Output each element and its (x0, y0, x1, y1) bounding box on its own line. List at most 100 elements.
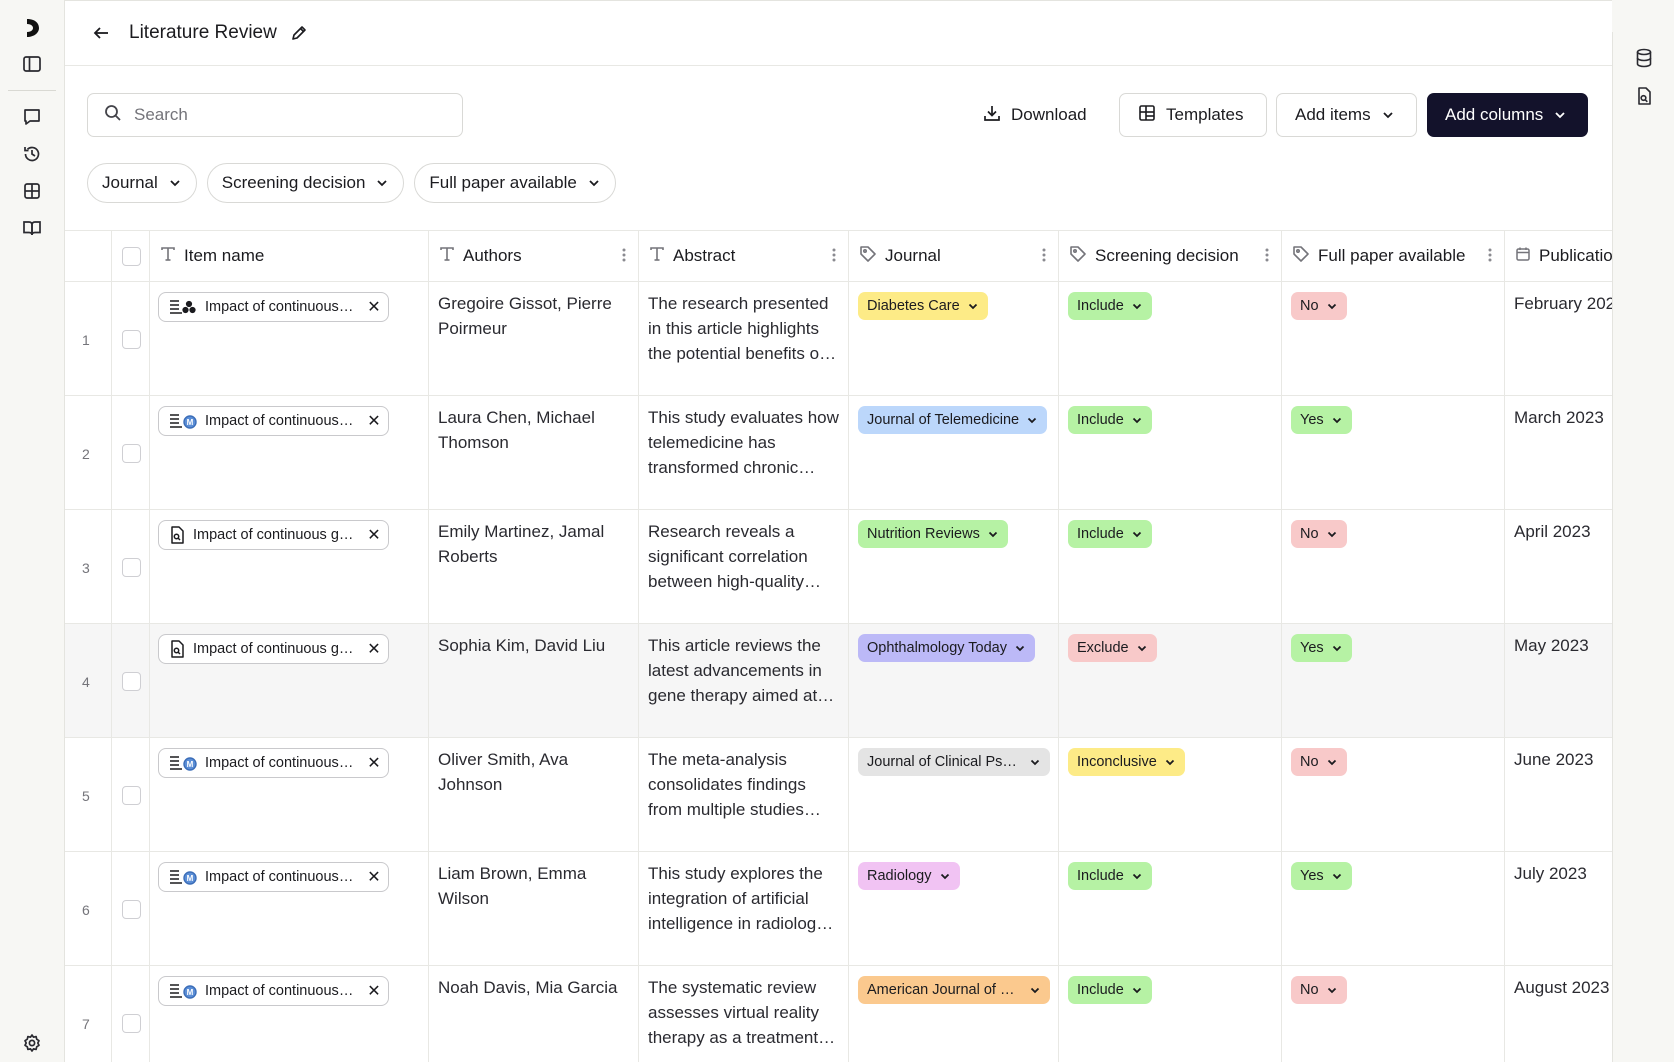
column-menu-icon[interactable] (1265, 247, 1269, 268)
remove-item-icon[interactable]: ✕ (367, 527, 381, 544)
row-checkbox[interactable] (122, 330, 141, 349)
back-arrow-icon[interactable] (89, 21, 113, 45)
screening-tag[interactable]: Include (1068, 862, 1152, 890)
full-paper-tag[interactable]: No (1291, 748, 1347, 776)
authors-cell[interactable]: Laura Chen, Michael Thomson (429, 396, 639, 509)
table-row[interactable]: 6 M Impact of continuous glucose monitorin… (65, 852, 1612, 966)
row-checkbox[interactable] (122, 558, 141, 577)
edit-pencil-icon[interactable] (287, 21, 311, 45)
journal-tag[interactable]: Journal of Telemedicine (858, 406, 1048, 434)
file-search-icon[interactable] (1632, 84, 1656, 108)
screening-tag[interactable]: Exclude (1068, 634, 1157, 662)
history-icon[interactable] (20, 142, 44, 166)
journal-tag[interactable]: Ophthalmology Today (858, 634, 1035, 662)
row-checkbox[interactable] (122, 900, 141, 919)
journal-tag[interactable]: Journal of Clinical Psychology (858, 748, 1050, 776)
item-pill[interactable]: M Impact of continuous glucose monitoring… (158, 976, 389, 1006)
abstract-cell[interactable]: The research presented in this article h… (639, 282, 849, 395)
table-row[interactable]: 1 Impact of continuous glucose monitoring… (65, 282, 1612, 396)
database-icon[interactable] (1632, 46, 1656, 70)
library-book-icon[interactable] (20, 216, 44, 240)
authors-cell[interactable]: Emily Martinez, Jamal Roberts (429, 510, 639, 623)
authors-cell[interactable]: Oliver Smith, Ava Johnson (429, 738, 639, 851)
column-menu-icon[interactable] (832, 247, 836, 268)
authors-cell[interactable]: Noah Davis, Mia Garcia (429, 966, 639, 1062)
remove-item-icon[interactable]: ✕ (367, 983, 381, 1000)
column-header-screening-decision[interactable]: Screening decision (1059, 231, 1282, 281)
item-pill[interactable]: M Impact of continuous glucose monitoring… (158, 748, 389, 778)
publication-date-cell[interactable]: August 2023 (1505, 966, 1612, 1062)
remove-item-icon[interactable]: ✕ (367, 299, 381, 316)
screening-tag[interactable]: Include (1068, 976, 1152, 1004)
publication-date-cell[interactable]: June 2023 (1505, 738, 1612, 851)
full-paper-tag[interactable]: No (1291, 976, 1347, 1004)
authors-cell[interactable]: Sophia Kim, David Liu (429, 624, 639, 737)
search-input[interactable] (134, 105, 434, 125)
table-row[interactable]: 4 Impact of continuous glucose monitoring… (65, 624, 1612, 738)
remove-item-icon[interactable]: ✕ (367, 755, 381, 772)
journal-tag[interactable]: Radiology (858, 862, 960, 890)
table-row[interactable]: 5 M Impact of continuous glucose monitorin… (65, 738, 1612, 852)
item-pill[interactable]: Impact of continuous glucose monitoring ✕ (158, 634, 389, 664)
table-grid-icon[interactable] (20, 179, 44, 203)
abstract-cell[interactable]: This study evaluates how telemedicine ha… (639, 396, 849, 509)
publication-date-cell[interactable]: February 2023 (1505, 282, 1612, 395)
abstract-cell[interactable]: This article reviews the latest advancem… (639, 624, 849, 737)
full-paper-tag[interactable]: Yes (1291, 406, 1352, 434)
app-logo-icon[interactable] (20, 16, 44, 40)
publication-date-cell[interactable]: July 2023 (1505, 852, 1612, 965)
filter-full-paper-available[interactable]: Full paper available (414, 163, 616, 203)
column-header-item-name[interactable]: Item name (150, 231, 429, 281)
full-paper-tag[interactable]: Yes (1291, 634, 1352, 662)
screening-tag[interactable]: Include (1068, 292, 1152, 320)
screening-tag[interactable]: Include (1068, 520, 1152, 548)
abstract-cell[interactable]: The systematic review assesses virtual r… (639, 966, 849, 1062)
abstract-cell[interactable]: Research reveals a significant correlati… (639, 510, 849, 623)
screening-tag[interactable]: Include (1068, 406, 1152, 434)
journal-tag[interactable]: American Journal of Psychiatry (858, 976, 1050, 1004)
screening-tag[interactable]: Inconclusive (1068, 748, 1185, 776)
item-pill[interactable]: M Impact of continuous glucose monitoring… (158, 406, 389, 436)
full-paper-tag[interactable]: Yes (1291, 862, 1352, 890)
row-checkbox[interactable] (122, 444, 141, 463)
remove-item-icon[interactable]: ✕ (367, 869, 381, 886)
column-header-abstract[interactable]: Abstract (639, 231, 849, 281)
publication-date-cell[interactable]: April 2023 (1505, 510, 1612, 623)
authors-cell[interactable]: Gregoire Gissot, Pierre Poirmeur (429, 282, 639, 395)
chat-icon[interactable] (20, 105, 44, 129)
full-paper-tag[interactable]: No (1291, 292, 1347, 320)
column-header-authors[interactable]: Authors (429, 231, 639, 281)
row-checkbox[interactable] (122, 786, 141, 805)
remove-item-icon[interactable]: ✕ (367, 413, 381, 430)
templates-button[interactable]: Templates (1119, 93, 1267, 137)
column-header-full-paper-available[interactable]: Full paper available (1282, 231, 1505, 281)
column-header-publication-date[interactable]: Publication date (1505, 231, 1612, 281)
remove-item-icon[interactable]: ✕ (367, 641, 381, 658)
column-header-journal[interactable]: Journal (849, 231, 1059, 281)
search-box[interactable] (87, 93, 463, 137)
table-row[interactable]: 2 M Impact of continuous glucose monitorin… (65, 396, 1612, 510)
publication-date-cell[interactable]: March 2023 (1505, 396, 1612, 509)
row-checkbox[interactable] (122, 1014, 141, 1033)
settings-gear-icon[interactable] (20, 1031, 44, 1055)
full-paper-tag[interactable]: No (1291, 520, 1347, 548)
column-menu-icon[interactable] (1488, 247, 1492, 268)
abstract-cell[interactable]: This study explores the integration of a… (639, 852, 849, 965)
filter-screening-decision[interactable]: Screening decision (206, 163, 405, 203)
download-button[interactable]: Download (965, 93, 1105, 137)
item-pill[interactable]: Impact of continuous glucose monitoring ✕ (158, 520, 389, 550)
add-columns-button[interactable]: Add columns (1427, 93, 1588, 137)
add-items-button[interactable]: Add items (1276, 93, 1417, 137)
journal-tag[interactable]: Nutrition Reviews (858, 520, 1008, 548)
journal-tag[interactable]: Diabetes Care (858, 292, 988, 320)
abstract-cell[interactable]: The meta-analysis consolidates findings … (639, 738, 849, 851)
item-pill[interactable]: Impact of continuous glucose monitoring ✕ (158, 292, 389, 322)
authors-cell[interactable]: Liam Brown, Emma Wilson (429, 852, 639, 965)
table-row[interactable]: 7 M Impact of continuous glucose monitorin… (65, 966, 1612, 1062)
column-menu-icon[interactable] (622, 247, 626, 268)
row-checkbox[interactable] (122, 672, 141, 691)
sidebar-toggle-icon[interactable] (20, 52, 44, 76)
table-row[interactable]: 3 Impact of continuous glucose monitoring… (65, 510, 1612, 624)
publication-date-cell[interactable]: May 2023 (1505, 624, 1612, 737)
filter-journal[interactable]: Journal (87, 163, 197, 203)
